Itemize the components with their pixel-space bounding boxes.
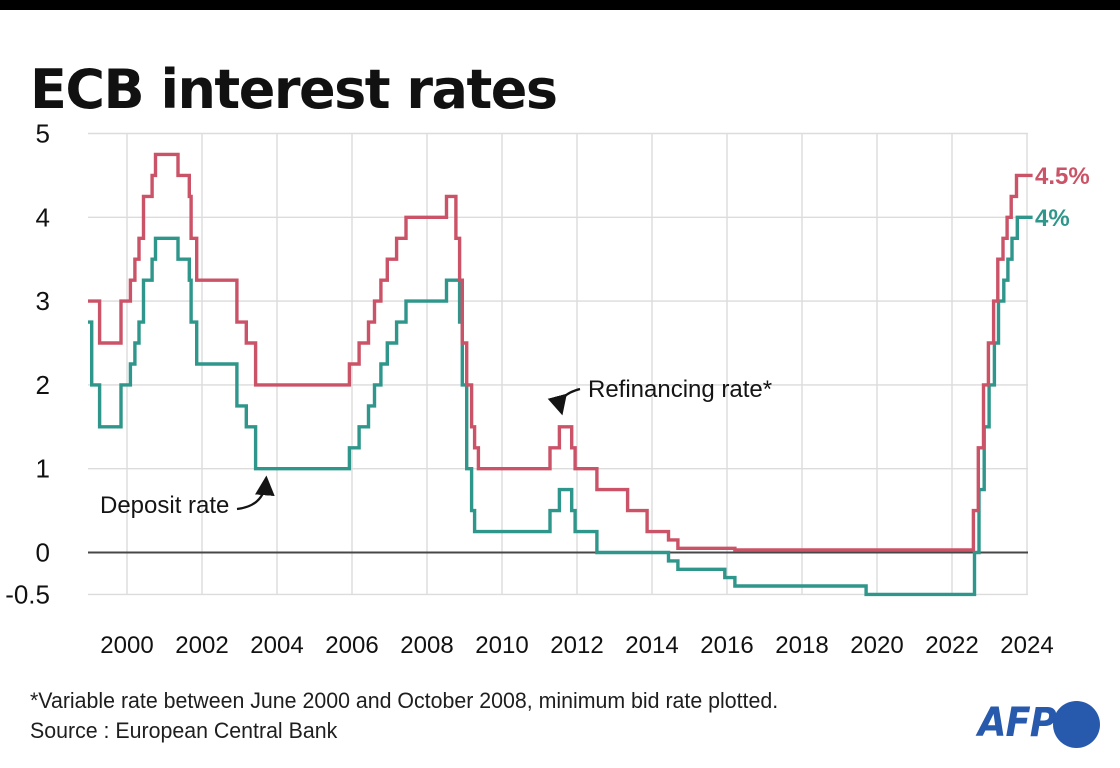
deposit-annotation-label: Deposit rate xyxy=(100,492,229,519)
y-tick-label: 4 xyxy=(36,202,50,232)
x-tick-label: 2006 xyxy=(325,632,378,659)
x-tick-label: 2000 xyxy=(100,632,153,659)
x-tick-label: 2008 xyxy=(400,632,453,659)
refinancing-end-value-label: 4.5% xyxy=(1035,163,1090,190)
axis-labels: 5 4 3 2 1 0 -0.5 2000 2002 2004 2006 2008 2010 2012 20… xyxy=(5,119,1054,660)
y-tick-label: 5 xyxy=(36,119,50,149)
x-tick-label: 2018 xyxy=(775,632,828,659)
y-tick-label: 3 xyxy=(36,286,50,316)
x-tick-label: 2022 xyxy=(925,632,978,659)
page-title: ECB interest rates xyxy=(30,58,558,122)
x-tick-label: 2012 xyxy=(550,632,603,659)
y-tick-label: 1 xyxy=(36,454,50,484)
refinancing-annotation-arrow xyxy=(547,387,581,416)
refinancing-annotation-label: Refinancing rate* xyxy=(588,376,772,403)
deposit-end-value-label: 4% xyxy=(1035,205,1070,232)
footnote: *Variable rate between June 2000 and Oct… xyxy=(30,688,779,713)
x-tick-label: 2014 xyxy=(625,632,678,659)
afp-logo-circle-icon xyxy=(1053,701,1100,748)
x-tick-label: 2024 xyxy=(1000,632,1053,659)
deposit-annotation-arrow xyxy=(236,475,275,511)
x-tick-label: 2004 xyxy=(250,632,303,659)
x-tick-label: 2002 xyxy=(175,632,228,659)
y-tick-label: 2 xyxy=(36,370,50,400)
annotations: Refinancing rate* Deposit rate 4.5% 4% xyxy=(100,163,1090,519)
y-tick-label: 0 xyxy=(36,538,50,568)
x-tick-label: 2010 xyxy=(475,632,528,659)
afp-logo-text: AFP xyxy=(978,700,1057,746)
top-accent-bar xyxy=(0,0,1120,10)
y-tick-label: -0.5 xyxy=(5,579,50,609)
rates-step-chart: 5 4 3 2 1 0 -0.5 2000 2002 2004 2006 2008 2010 2012 20… xyxy=(5,119,1090,660)
x-tick-label: 2020 xyxy=(850,632,903,659)
source-credit: Source : European Central Bank xyxy=(30,718,338,743)
series-refinancing-rate xyxy=(88,152,1033,552)
x-tick-label: 2016 xyxy=(700,632,753,659)
data-series xyxy=(88,152,1033,597)
